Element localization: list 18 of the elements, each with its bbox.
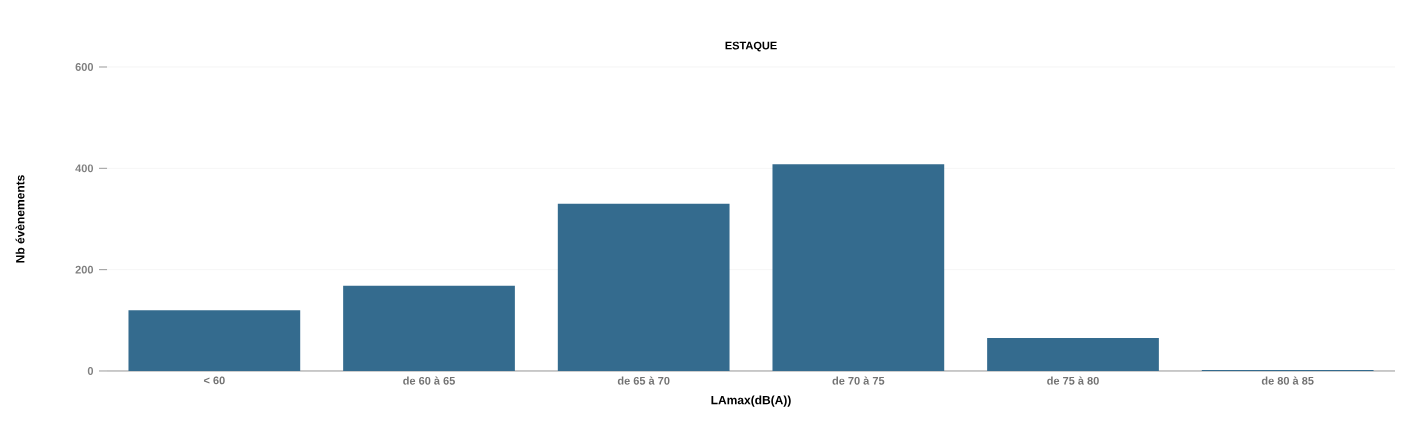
bar [772,164,945,371]
x-tick-label: < 60 [203,376,225,385]
x-axis-title: LAmax(dB(A)) [711,395,791,407]
x-tick-label: de 80 à 85 [1261,376,1314,385]
bar [128,310,301,371]
x-tick-label: de 70 à 75 [832,376,885,385]
bar [987,338,1159,371]
y-tick-label: 600 [75,63,94,71]
chart-title: ESTAQUE [725,41,777,52]
bar [343,285,515,371]
x-tick-label: de 60 à 65 [403,376,455,385]
x-tick-label: de 65 à 70 [617,376,670,385]
y-tick-label: 0 [87,367,94,375]
y-tick-label: 200 [75,265,94,274]
bar [557,203,730,371]
x-tick-label: de 75 à 80 [1047,376,1099,385]
y-tick-label: 400 [75,164,94,173]
y-axis-title: Nb évènements [15,175,25,263]
